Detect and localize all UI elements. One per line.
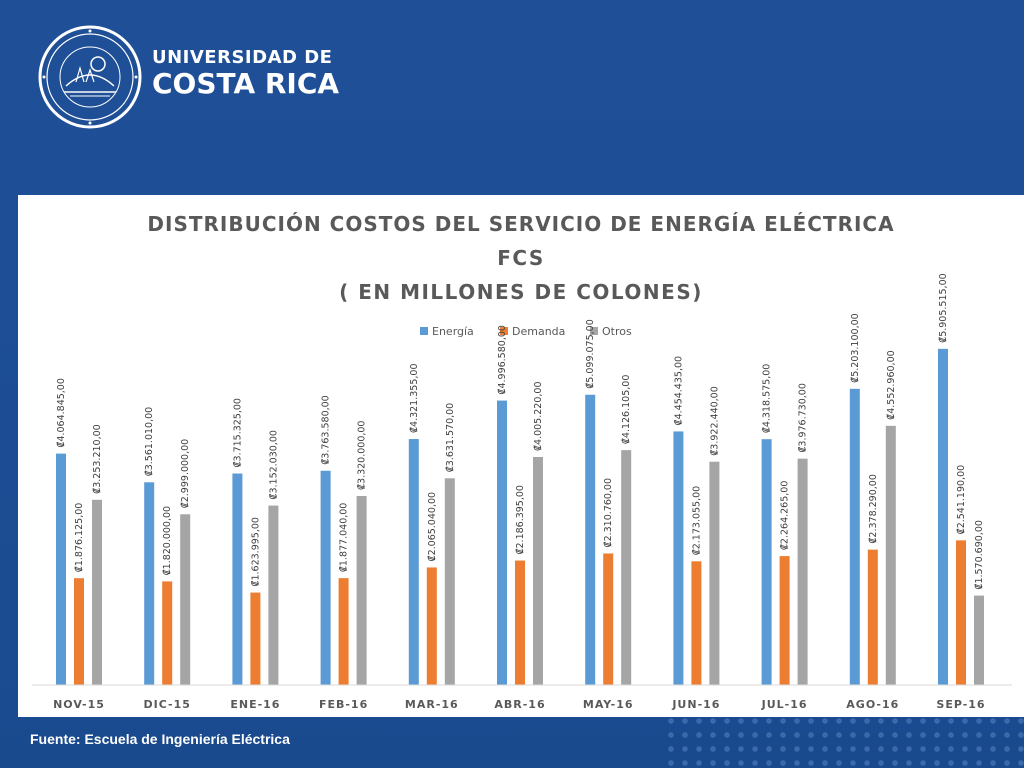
legend-swatch-3: [590, 327, 598, 335]
legend-label-2: Demanda: [512, 325, 565, 338]
x-tick-nov-15: NOV-15: [53, 698, 105, 711]
bar-demanda-nov-15: [74, 578, 84, 685]
bar-demanda-feb-16: [338, 578, 349, 685]
data-label-otros-ago-16: ₡4.552.960,00: [886, 350, 897, 420]
source-note: Fuente: Escuela de Ingeniería Eléctrica: [30, 731, 290, 747]
x-tick-mar-16: MAR-16: [405, 698, 459, 711]
bar-energía-may-16: [585, 394, 596, 685]
data-label-energía-jul-16: ₡4.318.575,00: [762, 364, 773, 434]
data-label-otros-mar-16: ₡3.631.570,00: [445, 403, 456, 473]
bar-demanda-ago-16: [867, 549, 878, 685]
chart-bars: [56, 348, 984, 685]
data-label-demanda-feb-16: ₡1.877.040,00: [339, 503, 350, 573]
bar-energía-sep-16: [938, 348, 948, 685]
bar-demanda-ene-16: [250, 592, 261, 685]
bar-energía-ene-16: [232, 473, 243, 685]
bar-otros-jul-16: [797, 458, 808, 685]
x-axis-tick-labels: NOV-15 DIC-15 ENE-16 FEB-16 MAR-16 ABR-16 MAY-…: [53, 698, 985, 711]
data-label-otros-ene-16: ₡3.152.030,00: [268, 430, 279, 500]
data-label-otros-dic-15: ₡2.999.000,00: [180, 439, 191, 509]
data-label-otros-jul-16: ₡3.976.730,00: [798, 383, 809, 453]
bar-energía-nov-15: [56, 453, 66, 685]
bar-otros-mar-16: [444, 478, 455, 685]
bar-demanda-jun-16: [691, 561, 702, 685]
x-tick-may-16: MAY-16: [583, 698, 634, 711]
data-label-otros-sep-16: ₡1.570.690,00: [974, 520, 985, 590]
bar-energía-dic-15: [144, 482, 155, 685]
data-label-energía-may-16: ₡5.099.075,00: [585, 319, 596, 389]
bar-otros-jun-16: [709, 461, 720, 685]
bar-energía-jun-16: [673, 431, 684, 685]
bar-demanda-may-16: [603, 553, 614, 685]
x-tick-ene-16: ENE-16: [230, 698, 280, 711]
x-tick-feb-16: FEB-16: [319, 698, 368, 711]
bar-otros-ene-16: [268, 505, 279, 685]
bar-demanda-sep-16: [956, 540, 966, 685]
data-label-otros-abr-16: ₡4.005.220,00: [533, 381, 544, 451]
legend-swatch-2: [500, 327, 508, 335]
chart-panel: DISTRIBUCIÓN COSTOS DEL SERVICIO DE ENER…: [18, 195, 1024, 717]
x-tick-jul-16: JUL-16: [761, 698, 808, 711]
chart-legend: Energía Demanda Otros: [420, 325, 632, 338]
legend-label-1: Energía: [432, 325, 474, 338]
bar-energía-abr-16: [497, 400, 507, 685]
x-tick-jun-16: JUN-16: [671, 698, 720, 711]
data-label-demanda-jul-16: ₡2.264.265,00: [780, 481, 791, 551]
bar-demanda-abr-16: [515, 560, 525, 685]
data-label-energía-mar-16: ₡4.321.355,00: [409, 363, 420, 433]
bar-energía-feb-16: [320, 470, 331, 685]
chart-title-line-2: FCS: [497, 246, 545, 270]
data-label-energía-abr-16: ₡4.996.580,00: [497, 325, 508, 395]
data-label-otros-may-16: ₡4.126.105,00: [621, 375, 632, 445]
data-label-demanda-sep-16: ₡2.541.190,00: [956, 465, 967, 535]
chart-title: DISTRIBUCIÓN COSTOS DEL SERVICIO DE ENER…: [147, 212, 894, 304]
data-label-energía-ago-16: ₡5.203.100,00: [850, 313, 861, 383]
data-label-demanda-ene-16: ₡1.623.995,00: [250, 517, 261, 587]
bar-energía-mar-16: [408, 439, 419, 685]
x-tick-abr-16: ABR-16: [494, 698, 545, 711]
bar-energía-ago-16: [849, 388, 860, 685]
x-tick-sep-16: SEP-16: [936, 698, 985, 711]
bar-otros-may-16: [621, 450, 632, 685]
data-label-energía-ene-16: ₡3.715.325,00: [232, 398, 243, 468]
bar-energía-jul-16: [761, 439, 772, 685]
data-label-demanda-ago-16: ₡2.378.290,00: [868, 474, 879, 544]
bar-demanda-jul-16: [779, 556, 790, 685]
x-tick-dic-15: DIC-15: [143, 698, 190, 711]
bar-demanda-mar-16: [426, 567, 437, 685]
chart-title-line-1: DISTRIBUCIÓN COSTOS DEL SERVICIO DE ENER…: [147, 212, 894, 236]
chart-data-labels: ₡4.064.845,00 ₡1.876.125,00 ₡3.253.210,00 ₡…: [56, 273, 985, 589]
data-label-energía-dic-15: ₡3.561.010,00: [144, 407, 155, 477]
data-label-demanda-dic-15: ₡1.820.000,00: [162, 506, 173, 576]
data-label-energía-sep-16: ₡5.905.515,00: [938, 273, 949, 343]
data-label-energía-nov-15: ₡4.064.845,00: [56, 378, 67, 448]
data-label-otros-jun-16: ₡3.922.440,00: [709, 386, 720, 456]
bar-otros-ago-16: [885, 425, 896, 685]
university-name-line1: UNIVERSIDAD DE: [152, 47, 333, 68]
data-label-demanda-nov-15: ₡1.876.125,00: [74, 503, 85, 573]
bar-otros-abr-16: [533, 457, 543, 685]
bar-otros-feb-16: [356, 496, 367, 685]
bar-chart: DISTRIBUCIÓN COSTOS DEL SERVICIO DE ENER…: [32, 212, 1012, 711]
bar-otros-dic-15: [180, 514, 191, 685]
data-label-demanda-jun-16: ₡2.173.055,00: [691, 486, 702, 556]
legend-label-3: Otros: [602, 325, 632, 338]
university-name: UNIVERSIDAD DE COSTA RICA: [152, 48, 339, 100]
data-label-energía-feb-16: ₡3.763.580,00: [321, 395, 332, 465]
university-seal-logo: [38, 25, 142, 129]
data-label-otros-feb-16: ₡3.320.000,00: [357, 420, 368, 490]
data-label-demanda-abr-16: ₡2.186.395,00: [515, 485, 526, 555]
data-label-energía-jun-16: ₡4.454.435,00: [673, 356, 684, 426]
bar-otros-nov-15: [92, 499, 102, 685]
x-tick-ago-16: AGO-16: [846, 698, 899, 711]
bar-demanda-dic-15: [162, 581, 173, 685]
data-label-demanda-mar-16: ₡2.065.040,00: [427, 492, 438, 562]
legend-swatch-1: [420, 327, 428, 335]
data-label-demanda-may-16: ₡2.310.760,00: [603, 478, 614, 548]
bar-otros-sep-16: [974, 595, 984, 685]
data-label-otros-nov-15: ₡3.253.210,00: [92, 424, 103, 494]
university-name-line2: COSTA RICA: [152, 67, 340, 100]
chart-title-line-3: ( EN MILLONES DE COLONES): [339, 280, 703, 304]
